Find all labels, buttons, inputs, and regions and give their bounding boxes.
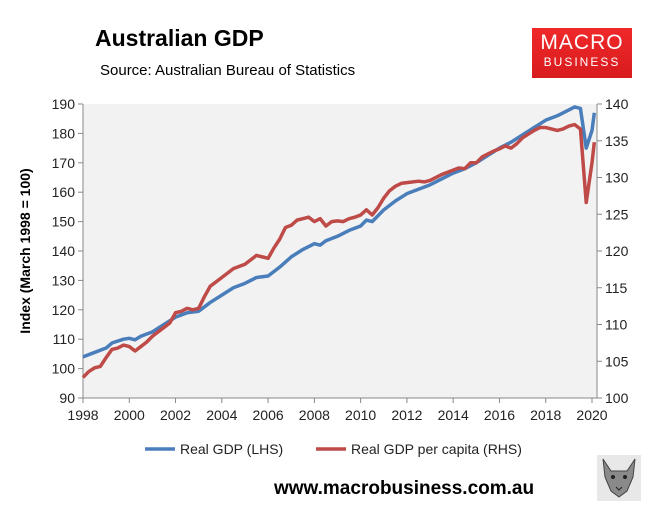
logo-line2: BUSINESS (543, 55, 621, 69)
x-tick-label: 1998 (67, 407, 98, 423)
y-tick-label: 150 (52, 214, 76, 230)
y-tick-label: 120 (52, 302, 76, 318)
x-tick-label: 2004 (206, 407, 237, 423)
x-tick-label: 2000 (114, 407, 145, 423)
y-tick-label: 140 (52, 243, 76, 259)
series-line-lhs (82, 105, 597, 359)
y-tick-label: 170 (52, 155, 76, 171)
y-tick-label: 190 (52, 96, 76, 112)
y-tick-label: 130 (52, 272, 76, 288)
macrobusiness-logo: MACRO BUSINESS (532, 28, 632, 78)
x-tick-label: 2012 (391, 407, 422, 423)
y2-tick-label: 140 (605, 96, 629, 112)
legend-label: Real GDP (LHS) (180, 441, 283, 457)
chart-title: Australian GDP (95, 25, 264, 51)
y-tick-label: 160 (52, 184, 76, 200)
y2-tick-label: 110 (605, 317, 628, 333)
x-tick-label: 2018 (530, 407, 561, 423)
y2-tick-label: 130 (605, 170, 629, 186)
plot-area (83, 104, 597, 398)
y-tick-label: 110 (53, 331, 76, 347)
x-tick-label: 2014 (438, 407, 469, 423)
footer-url: www.macrobusiness.com.au (274, 478, 535, 499)
legend-label: Real GDP per capita (RHS) (351, 441, 522, 457)
gdp-chart: 90 100 110 120 130 140 150 160 170 180 190 100 105 11… (17, 96, 629, 457)
y-tick-label: 180 (52, 125, 76, 141)
y-axis-label: Index (March 1998 = 100) (17, 168, 33, 333)
x-tick-label: 2006 (253, 407, 284, 423)
y2-tick-label: 105 (605, 353, 629, 369)
x-tick-label: 2008 (299, 407, 330, 423)
wolf-logo-icon (597, 455, 641, 501)
x-tick-label: 2020 (576, 407, 607, 423)
y-tick-label: 90 (59, 390, 75, 406)
series-line-rhs (81, 122, 597, 379)
x-tick-label: 2016 (484, 407, 515, 423)
y2-tick-label: 100 (605, 390, 629, 406)
x-tick-label: 2010 (345, 407, 376, 423)
logo-line1: MACRO (540, 31, 624, 54)
y2-tick-label: 135 (605, 133, 629, 149)
y2-tick-label: 115 (605, 280, 628, 296)
y2-tick-label: 120 (605, 243, 629, 259)
y2-tick-label: 125 (605, 206, 629, 222)
x-tick-label: 2002 (160, 407, 191, 423)
chart-source: Source: Australian Bureau of Statistics (100, 62, 356, 79)
y-tick-label: 100 (52, 361, 76, 377)
